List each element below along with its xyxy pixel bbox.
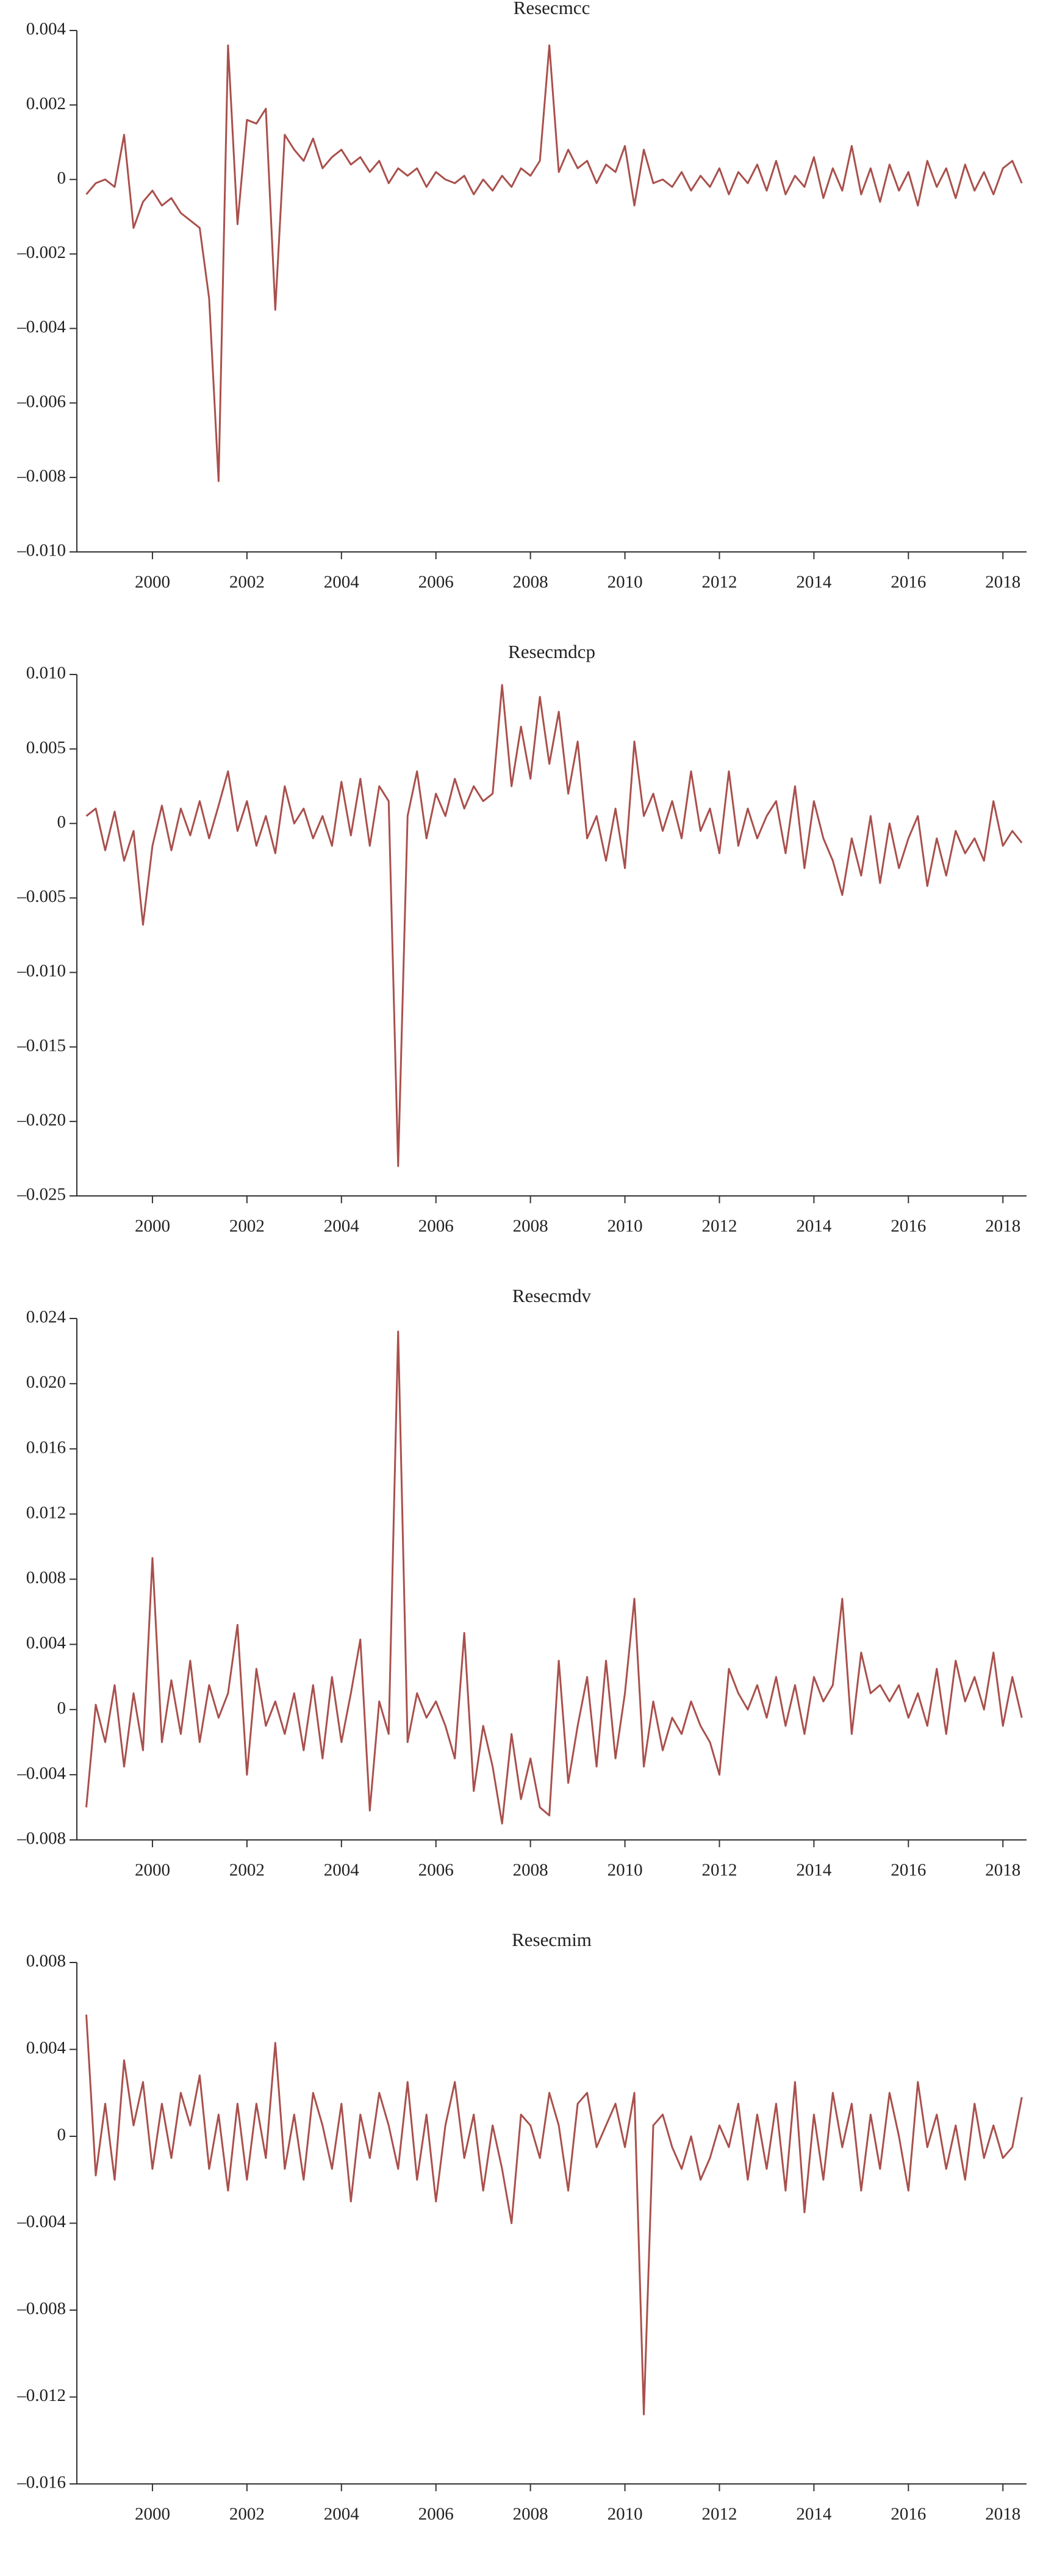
y-tick-label: 0 xyxy=(57,1698,66,1718)
y-tick-label: 0.002 xyxy=(26,94,66,113)
x-tick-label: 2000 xyxy=(135,1217,170,1236)
y-tick-label: –0.008 xyxy=(16,2299,66,2319)
x-tick-label: 2000 xyxy=(135,573,170,592)
data-line xyxy=(85,684,1023,1167)
x-tick-label: 2012 xyxy=(701,1861,737,1880)
y-tick-label: –0.006 xyxy=(16,392,66,411)
y-tick-label: 0.008 xyxy=(26,1952,66,1971)
data-line xyxy=(85,44,1023,482)
panel: Resecmcc –0.010 –0.008 –0.006 –0.004 –0.002 0 0… xyxy=(16,0,1027,592)
x-tick-label: 2004 xyxy=(324,1861,360,1880)
x-tick-label: 2016 xyxy=(891,2505,926,2524)
y-tick-label: 0 xyxy=(57,2125,66,2145)
x-tick-label: 2004 xyxy=(324,2505,360,2524)
chart-title: Resecmdcp xyxy=(508,641,595,662)
x-tick-label: 2002 xyxy=(229,573,265,592)
y-tick-label: –0.008 xyxy=(16,1829,66,1848)
chart-title: Resecmim xyxy=(512,1929,592,1950)
y-tick-label: 0.024 xyxy=(26,1308,66,1327)
y-tick-label: 0 xyxy=(57,168,66,188)
x-tick-label: 2016 xyxy=(891,573,926,592)
x-tick-label: 2008 xyxy=(513,2505,548,2524)
x-tick-label: 2012 xyxy=(701,1217,737,1236)
x-tick-label: 2008 xyxy=(513,1217,548,1236)
x-tick-label: 2014 xyxy=(796,1217,832,1236)
y-tick-label: –0.004 xyxy=(16,2212,66,2231)
x-tick-label: 2008 xyxy=(513,573,548,592)
y-tick-label: 0.004 xyxy=(26,1633,66,1653)
y-tick-label: 0.004 xyxy=(26,2038,66,2058)
x-tick-label: 2010 xyxy=(608,1217,643,1236)
x-tick-label: 2018 xyxy=(985,573,1020,592)
y-tick-label: 0 xyxy=(57,812,66,832)
x-tick-label: 2018 xyxy=(985,1217,1020,1236)
x-tick-label: 2004 xyxy=(324,573,360,592)
y-tick-label: 0.012 xyxy=(26,1503,66,1522)
x-tick-label: 2002 xyxy=(229,2505,265,2524)
x-tick-label: 2018 xyxy=(985,2505,1020,2524)
y-tick-label: –0.025 xyxy=(16,1185,66,1204)
x-tick-label: 2010 xyxy=(608,1861,643,1880)
y-tick-label: 0.008 xyxy=(26,1568,66,1587)
x-tick-label: 2014 xyxy=(796,573,832,592)
y-tick-label: –0.004 xyxy=(16,1764,66,1783)
y-tick-label: 0.004 xyxy=(26,20,66,39)
x-tick-label: 2006 xyxy=(418,1861,454,1880)
x-tick-label: 2004 xyxy=(324,1217,360,1236)
y-tick-label: –0.008 xyxy=(16,467,66,486)
x-tick-label: 2018 xyxy=(985,1861,1020,1880)
y-tick-label: –0.010 xyxy=(16,961,66,981)
panel: Resecmdv –0.008 –0.004 0 0.004 0.008 0.012 0.01… xyxy=(16,1285,1027,1880)
panel: Resecmdcp –0.025 –0.020 –0.015 –0.010 –0.005 0… xyxy=(16,641,1027,1236)
x-tick-label: 2010 xyxy=(608,2505,643,2524)
y-tick-label: –0.016 xyxy=(16,2473,66,2492)
x-tick-label: 2014 xyxy=(796,2505,832,2524)
y-tick-label: –0.012 xyxy=(16,2386,66,2405)
y-tick-label: –0.005 xyxy=(16,887,66,906)
x-tick-label: 2002 xyxy=(229,1861,265,1880)
x-tick-label: 2014 xyxy=(796,1861,832,1880)
x-tick-label: 2002 xyxy=(229,1217,265,1236)
y-tick-label: 0.016 xyxy=(26,1437,66,1457)
panel: Resecmim –0.016 –0.012 –0.008 –0.004 0 0.004 0.… xyxy=(16,1929,1027,2524)
x-tick-label: 2006 xyxy=(418,573,454,592)
x-tick-label: 2010 xyxy=(608,573,643,592)
x-tick-label: 2006 xyxy=(418,2505,454,2524)
y-tick-label: 0.010 xyxy=(26,664,66,683)
y-tick-label: –0.002 xyxy=(16,243,66,262)
x-tick-label: 2012 xyxy=(701,573,737,592)
x-tick-label: 2012 xyxy=(701,2505,737,2524)
x-tick-label: 2016 xyxy=(891,1217,926,1236)
x-tick-label: 2016 xyxy=(891,1861,926,1880)
y-tick-label: –0.015 xyxy=(16,1036,66,1055)
x-tick-label: 2000 xyxy=(135,1861,170,1880)
y-tick-label: 0.020 xyxy=(26,1373,66,1392)
y-tick-label: –0.010 xyxy=(16,541,66,560)
data-line xyxy=(85,1330,1023,1825)
chart-title: Resecmcc xyxy=(514,0,590,18)
chart-title: Resecmdv xyxy=(512,1285,592,1306)
x-tick-label: 2006 xyxy=(418,1217,454,1236)
y-tick-label: 0.005 xyxy=(26,738,66,757)
y-tick-label: –0.020 xyxy=(16,1111,66,1130)
x-tick-label: 2000 xyxy=(135,2505,170,2524)
x-tick-label: 2008 xyxy=(513,1861,548,1880)
y-tick-label: –0.004 xyxy=(16,317,66,337)
data-line xyxy=(85,2014,1023,2416)
